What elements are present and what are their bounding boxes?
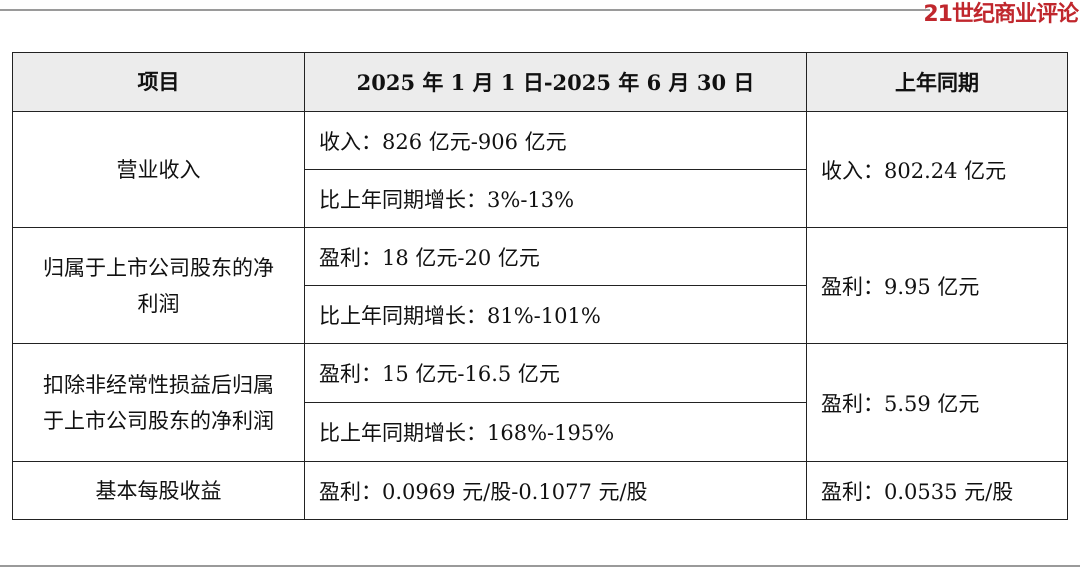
row-item: 归属于上市公司股东的净利润 (12, 227, 305, 344)
current-growth: 比上年同期增长：168%-195% (304, 402, 807, 462)
table-row: 基本每股收益 盈利：0.0969 元/股-0.1077 元/股 盈利：0.053… (12, 461, 1068, 520)
current-value: 盈利：15 亿元-16.5 亿元 (304, 343, 807, 403)
header-row: 项目 2025 年 1 月 1 日-2025 年 6 月 30 日 上年同期 (12, 52, 1068, 112)
prior-value: 盈利：9.95 亿元 (806, 227, 1068, 344)
row-item: 扣除非经常性损益后归属于上市公司股东的净利润 (12, 343, 305, 462)
current-value: 盈利：18 亿元-20 亿元 (304, 227, 807, 286)
prior-value: 盈利：5.59 亿元 (806, 343, 1068, 462)
bottom-rule (0, 565, 1080, 567)
current-growth: 比上年同期增长：3%-13% (304, 169, 807, 228)
table-row: 扣除非经常性损益后归属于上市公司股东的净利润 盈利：15 亿元-16.5 亿元 … (12, 343, 1068, 462)
prior-value: 收入：802.24 亿元 (806, 111, 1068, 228)
table-row: 归属于上市公司股东的净利润 盈利：18 亿元-20 亿元 盈利：9.95 亿元 (12, 227, 1068, 344)
header-prior-period: 上年同期 (806, 52, 1068, 112)
table-row: 营业收入 收入：826 亿元-906 亿元 收入：802.24 亿元 (12, 111, 1068, 228)
prior-value: 盈利：0.0535 元/股 (806, 461, 1068, 520)
forecast-table: 项目 2025 年 1 月 1 日-2025 年 6 月 30 日 上年同期 营… (12, 52, 1068, 520)
row-item: 营业收入 (12, 111, 305, 228)
current-value: 收入：826 亿元-906 亿元 (304, 111, 807, 170)
current-value: 盈利：0.0969 元/股-0.1077 元/股 (304, 461, 807, 520)
logo: 21世纪商业评论 (923, 2, 1079, 27)
current-growth: 比上年同期增长：81%-101% (304, 285, 807, 344)
top-rule (0, 9, 930, 11)
header-item: 项目 (12, 52, 305, 112)
header-current-period: 2025 年 1 月 1 日-2025 年 6 月 30 日 (304, 52, 807, 112)
row-item: 基本每股收益 (12, 461, 305, 520)
